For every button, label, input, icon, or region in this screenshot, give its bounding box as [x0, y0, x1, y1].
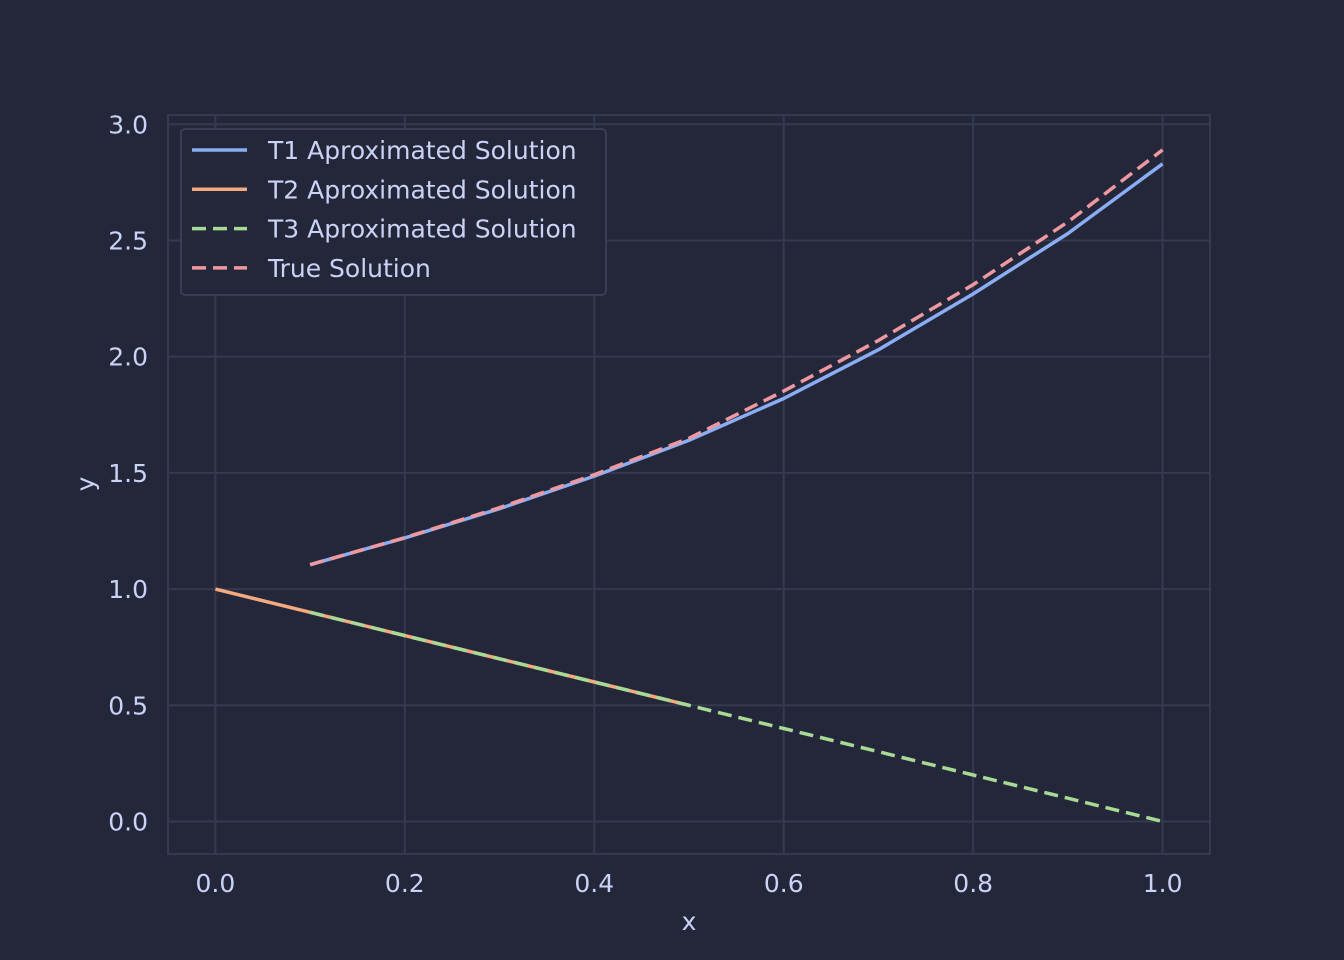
- y-tick-label: 2.5: [108, 226, 148, 255]
- legend-label-4: True Solution: [267, 254, 431, 283]
- legend: T1 Aproximated Solution T2 Aproximated So…: [180, 128, 607, 296]
- y-tick-label: 2.0: [108, 343, 148, 372]
- legend-entries: T1 Aproximated Solution T2 Aproximated So…: [192, 136, 577, 283]
- y-tick-label: 0.5: [108, 691, 148, 720]
- x-tick-label: 0.6: [764, 869, 804, 898]
- legend-label-1: T1 Aproximated Solution: [267, 136, 577, 165]
- x-tick-label: 0.4: [574, 869, 614, 898]
- legend-label-2: T2 Aproximated Solution: [267, 175, 577, 204]
- x-axis-ticks: 0.0 0.2 0.4 0.6 0.8 1.0: [195, 869, 1182, 898]
- y-tick-label: 3.0: [108, 110, 148, 139]
- series-line-2: [214, 587, 690, 707]
- series-layer: [214, 148, 1164, 824]
- x-axis-label: x: [682, 907, 697, 936]
- x-tick-label: 1.0: [1143, 869, 1183, 898]
- x-tick-label: 0.8: [953, 869, 993, 898]
- y-tick-label: 0.0: [108, 807, 148, 836]
- y-tick-label: 1.5: [108, 459, 148, 488]
- plot-frame: [167, 114, 1211, 855]
- y-axis-ticks: 0.0 0.5 1.0 1.5 2.0 2.5 3.0: [108, 110, 148, 836]
- x-tick-label: 0.2: [385, 869, 425, 898]
- x-tick-label: 0.0: [195, 869, 235, 898]
- y-tick-label: 1.0: [108, 575, 148, 604]
- series-line-4: [309, 148, 1164, 567]
- legend-frame: [180, 128, 607, 296]
- y-axis-label: y: [71, 476, 100, 491]
- legend-label-3: T3 Aproximated Solution: [267, 215, 577, 244]
